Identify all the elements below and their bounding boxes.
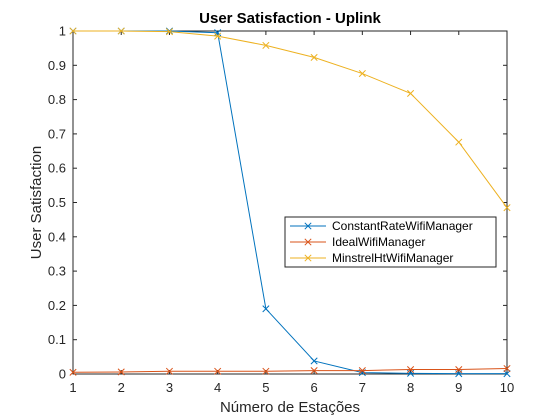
y-tick-label: 0.6 — [48, 161, 66, 176]
data-point-marker — [407, 89, 415, 97]
data-point-marker — [358, 69, 366, 78]
y-tick-label: 1 — [59, 24, 66, 39]
data-point-marker — [165, 367, 173, 375]
legend-item: IdealWifiManager — [290, 235, 425, 249]
x-tick-label: 1 — [69, 380, 76, 395]
data-point-marker — [310, 357, 318, 365]
series-line — [73, 30, 508, 208]
data-point-marker — [503, 364, 511, 373]
x-tick-label: 2 — [118, 380, 125, 395]
series-1 — [69, 364, 511, 376]
series-layer — [69, 27, 511, 378]
chart-title: User Satisfaction - Uplink — [199, 10, 381, 27]
legend-item: MinstrelHtWifiManager — [290, 251, 453, 265]
x-tick-label: 4 — [214, 380, 221, 395]
data-point-marker — [262, 305, 270, 313]
x-tick-label: 3 — [166, 380, 173, 395]
legend-marker — [304, 238, 312, 246]
y-tick-label: 0.1 — [48, 332, 66, 347]
data-point-marker — [262, 367, 270, 375]
data-point-marker — [214, 32, 222, 40]
x-tick-label: 8 — [407, 380, 414, 395]
legend-label: MinstrelHtWifiManager — [332, 251, 453, 265]
y-axis-label: User Satisfaction — [28, 146, 45, 259]
data-point-marker — [310, 53, 318, 61]
data-point-marker — [455, 138, 463, 146]
data-point-marker — [503, 370, 511, 378]
data-point-marker — [310, 367, 318, 375]
y-tick-label: 0.9 — [48, 58, 66, 73]
data-point-marker — [455, 365, 463, 374]
x-axis-label: Número de Estações — [220, 399, 360, 416]
legend-marker — [304, 254, 312, 262]
data-point-marker — [358, 367, 366, 375]
y-tick-label: 0.5 — [48, 195, 66, 210]
x-tick-label: 10 — [500, 380, 514, 395]
y-tick-label: 0.3 — [48, 264, 66, 279]
data-point-marker — [69, 368, 77, 376]
data-point-marker — [407, 365, 415, 374]
legend-item: ConstantRateWifiManager — [290, 219, 473, 233]
x-tick-label: 6 — [310, 380, 317, 395]
x-tick-label: 5 — [262, 380, 269, 395]
data-point-marker — [117, 27, 125, 35]
y-tick-label: 0 — [59, 367, 66, 382]
data-point-marker — [165, 28, 173, 36]
series-line — [72, 368, 508, 373]
plot-area — [72, 30, 508, 375]
y-tick-label: 0.4 — [48, 229, 66, 244]
series-2 — [69, 27, 511, 212]
data-point-marker — [214, 29, 222, 37]
x-tick-label: 7 — [359, 380, 366, 395]
data-point-marker — [214, 367, 222, 375]
data-point-marker — [117, 368, 125, 376]
y-tick-label: 0.2 — [48, 298, 66, 313]
legend-marker — [304, 222, 312, 230]
legend-label: ConstantRateWifiManager — [332, 219, 473, 233]
legend-label: IdealWifiManager — [332, 235, 425, 249]
legend: ConstantRateWifiManager IdealWifiManager M… — [284, 216, 497, 268]
y-tick-label: 0.7 — [48, 126, 66, 141]
data-point-marker — [503, 204, 511, 212]
axis-ticks: 1 2 3 4 5 6 7 8 9 10 0 0.1 0.2 0.3 0.4 0.5 0.6 0.7 0.8 0.9 1 — [48, 24, 514, 396]
data-point-marker — [262, 41, 270, 49]
y-tick-label: 0.8 — [48, 92, 66, 107]
x-tick-label: 9 — [455, 380, 462, 395]
data-point-marker — [69, 27, 77, 35]
